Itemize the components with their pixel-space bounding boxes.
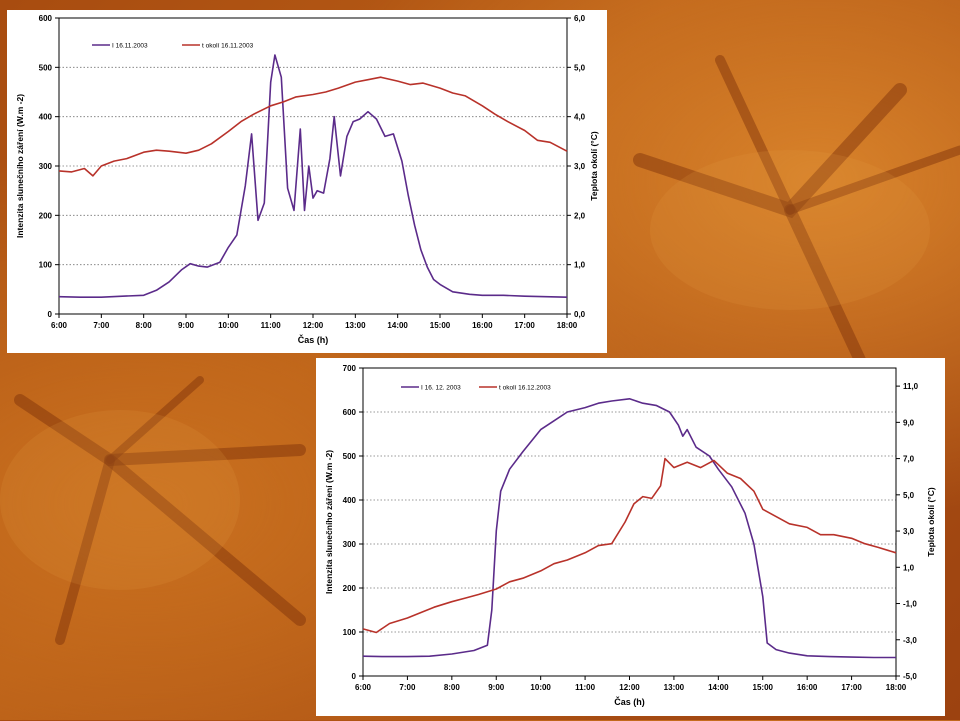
series-line-temperature xyxy=(58,76,568,177)
x-axis-title: Čas (h) xyxy=(614,696,645,707)
x-tick-label: 6:00 xyxy=(51,321,68,330)
y2-tick-label: 3,0 xyxy=(903,527,915,536)
y-tick-label: 300 xyxy=(39,162,53,171)
y2-tick-label: 11,0 xyxy=(903,382,919,391)
y-tick-label: 300 xyxy=(343,540,357,549)
y-tick-label: 200 xyxy=(39,211,53,220)
x-tick-label: 11:00 xyxy=(575,683,596,692)
x-tick-label: 6:00 xyxy=(355,683,372,692)
y2-tick-label: 6,0 xyxy=(574,14,586,23)
y2-tick-label: 0,0 xyxy=(574,310,586,319)
legend-label: I 16. 12. 2003 xyxy=(421,385,461,392)
y-axis-title: Intenzita slunečního záření (W.m -2) xyxy=(15,94,25,238)
legend-label: t okolí 16.12.2003 xyxy=(499,385,551,392)
y-tick-label: 100 xyxy=(343,628,357,637)
x-tick-label: 14:00 xyxy=(708,683,729,692)
x-tick-label: 8:00 xyxy=(136,321,153,330)
y-tick-label: 200 xyxy=(343,584,357,593)
plot-frame xyxy=(362,367,897,677)
x-tick-label: 15:00 xyxy=(430,321,451,330)
legend-label: I 16.11.2003 xyxy=(112,43,148,50)
y-tick-label: 0 xyxy=(48,310,53,319)
x-tick-label: 18:00 xyxy=(886,683,907,692)
series-line-irradiance xyxy=(58,54,568,298)
x-tick-label: 17:00 xyxy=(841,683,862,692)
series-line-irradiance xyxy=(362,398,896,659)
y-tick-label: 500 xyxy=(343,452,357,461)
x-tick-label: 7:00 xyxy=(93,321,110,330)
y2-axis-title: Teplota okolí (°C) xyxy=(926,487,936,557)
x-tick-label: 9:00 xyxy=(488,683,505,692)
y2-tick-label: 3,0 xyxy=(574,162,586,171)
x-tick-label: 11:00 xyxy=(261,321,282,330)
chart-december: 0 100 200 300 400 500 600 700 -5,0 -3,0 -1,0 1,0 3,0… xyxy=(324,364,936,707)
y-tick-label: 600 xyxy=(39,14,53,23)
y2-tick-label: -1,0 xyxy=(903,600,917,609)
series-line-temperature xyxy=(362,457,897,634)
y2-tick-label: 4,0 xyxy=(574,113,586,122)
y2-tick-label: 9,0 xyxy=(903,418,915,427)
y-tick-label: 600 xyxy=(343,408,357,417)
legend-label: t okolí 16.11.2003 xyxy=(202,43,254,50)
y2-tick-label: 7,0 xyxy=(903,455,915,464)
y-tick-label: 400 xyxy=(343,496,357,505)
x-tick-label: 18:00 xyxy=(557,321,578,330)
y-tick-label: 0 xyxy=(352,672,357,681)
x-axis-title: Čas (h) xyxy=(298,334,329,345)
x-tick-label: 14:00 xyxy=(387,321,408,330)
x-tick-label: 16:00 xyxy=(797,683,818,692)
x-tick-label: 8:00 xyxy=(444,683,461,692)
x-tick-label: 10:00 xyxy=(530,683,551,692)
y2-tick-label: 5,0 xyxy=(574,63,586,72)
x-tick-label: 16:00 xyxy=(472,321,493,330)
y-tick-label: 700 xyxy=(343,364,357,373)
x-tick-label: 17:00 xyxy=(514,321,535,330)
x-tick-label: 13:00 xyxy=(664,683,685,692)
y2-tick-label: 1,0 xyxy=(903,563,915,572)
y-tick-label: 100 xyxy=(39,261,53,270)
y-tick-label: 400 xyxy=(39,113,53,122)
chart-november: 0 100 200 300 400 500 600 0,0 1,0 2,0 3,0 4,0 5,0 6,0… xyxy=(15,14,599,345)
x-tick-label: 13:00 xyxy=(345,321,366,330)
y2-axis-title: Teplota okolí (°C) xyxy=(589,131,599,201)
x-tick-label: 7:00 xyxy=(399,683,416,692)
y-tick-label: 500 xyxy=(39,63,53,72)
y-axis-title: Intenzita slunečního záření (W.m -2) xyxy=(324,450,334,594)
y2-tick-label: 1,0 xyxy=(574,261,586,270)
y2-tick-label: 5,0 xyxy=(903,491,915,500)
x-tick-label: 12:00 xyxy=(303,321,324,330)
x-tick-label: 10:00 xyxy=(218,321,239,330)
x-tick-label: 15:00 xyxy=(753,683,774,692)
y2-tick-label: -5,0 xyxy=(903,672,917,681)
y2-tick-label: -3,0 xyxy=(903,636,917,645)
chart-panel-december: 0 100 200 300 400 500 600 700 -5,0 -3,0 -1,0 1,0 3,0… xyxy=(316,358,945,716)
chart-panel-november: 0 100 200 300 400 500 600 0,0 1,0 2,0 3,0 4,0 5,0 6,0… xyxy=(7,10,607,353)
x-tick-label: 12:00 xyxy=(619,683,640,692)
x-tick-label: 9:00 xyxy=(178,321,195,330)
y2-tick-label: 2,0 xyxy=(574,211,586,220)
